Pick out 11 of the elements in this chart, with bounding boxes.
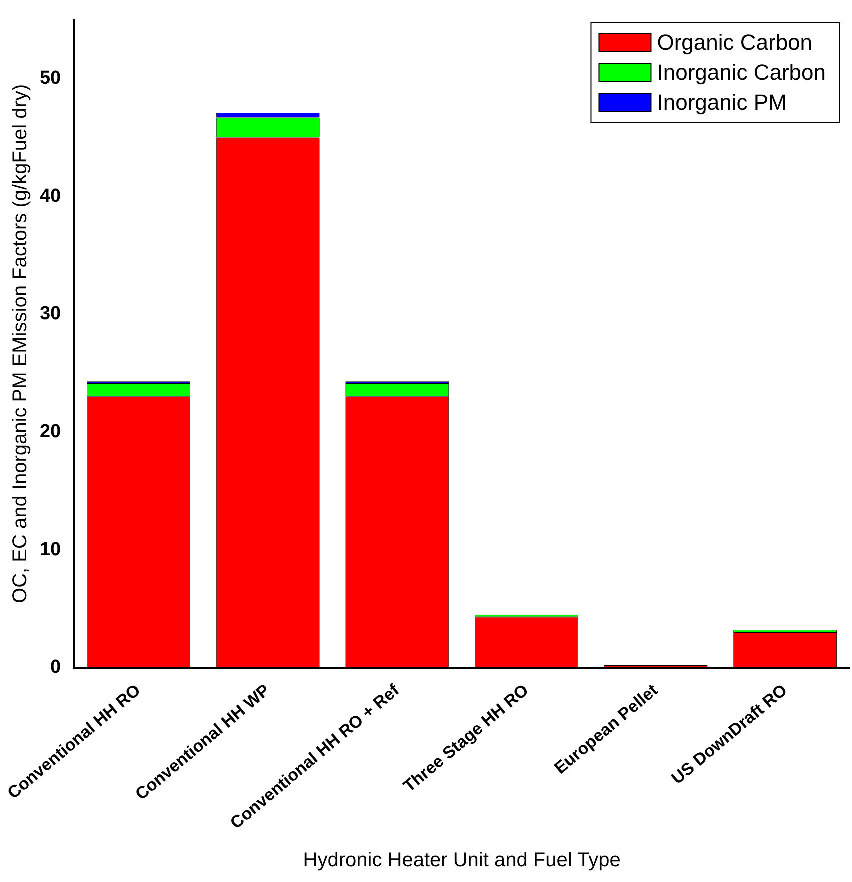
y-tick-label: 20 [40,422,62,443]
x-axis-title: Hydronic Heater Unit and Fuel Type [303,850,621,872]
legend-label: Inorganic Carbon [657,60,826,86]
y-tick-label: 10 [40,539,62,560]
y-tick-label: 40 [40,186,62,207]
y-tick-label: 50 [40,68,62,90]
legend-label: Inorganic PM [657,90,787,116]
y-axis-title: OC, EC and Inorganic PM EMission Factors (g/kgFuel dry) [10,84,32,604]
legend-label: Organic Carbon [657,30,813,56]
y-tick-label: 0 [50,657,62,678]
y-tick-label: 30 [40,304,62,325]
